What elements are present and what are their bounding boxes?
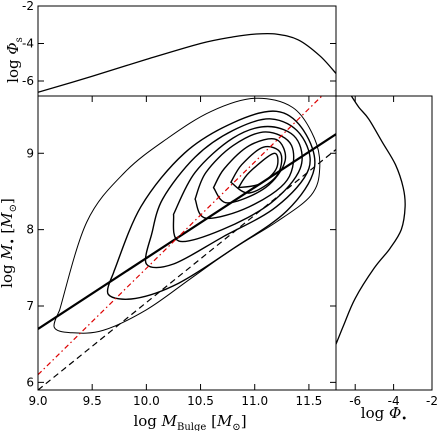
contour-level-2	[144, 118, 311, 269]
top-y-tick-label: -4	[22, 37, 34, 51]
main-x-tick-label: 11.0	[241, 394, 268, 408]
main-x-axis-label: log MBulge [M⊙]	[133, 412, 246, 431]
top-series-line-0	[38, 32, 336, 93]
main-axes-frame	[37, 95, 337, 391]
right-x-tick-label: -2	[426, 394, 437, 408]
contour-level-1	[106, 110, 316, 300]
right-x-axis-label: log Φ•	[361, 404, 407, 425]
contour-level-3	[172, 125, 303, 243]
top-y-tick-label: -2	[22, 0, 34, 13]
right-axes-frame	[335, 95, 433, 391]
top-axes-frame	[37, 5, 337, 97]
main-plot-area	[38, 96, 336, 390]
main-x-tick-label: 11.5	[296, 394, 323, 408]
contour-level-4	[194, 131, 295, 220]
main-y-tick-label: 8	[26, 223, 34, 237]
right-x-tick-label: -4	[388, 394, 400, 408]
contour-level-0	[53, 97, 321, 334]
top-y-axis-label: log Φs	[4, 37, 25, 83]
main-panel: 9.0 9.5 10.0 10.5 11.0 11.5 6 7 8 9 log MBulge […	[0, 95, 337, 431]
top-y-tick-label: -6	[22, 74, 34, 88]
main-y-tick-label: 9	[26, 146, 34, 160]
relation-line-solid-thick	[38, 133, 336, 330]
main-y-tick-label: 7	[26, 299, 34, 313]
relation-line-dashdot	[38, 96, 323, 376]
right-series-line-0	[336, 96, 406, 345]
right-x-tick-label: -6	[349, 394, 361, 408]
main-x-tick-label: 10.0	[133, 394, 160, 408]
top-plot-area	[38, 32, 336, 93]
contour-level-6	[230, 145, 283, 194]
main-y-ticks: 6 7 8 9	[26, 146, 336, 389]
main-x-ticks: 9.0 9.5 10.0 10.5 11.0 11.5	[28, 96, 322, 408]
main-x-tick-label: 10.5	[187, 394, 214, 408]
right-x-ticks: -6 -4 -2	[349, 96, 437, 408]
right-plot-area	[336, 96, 406, 345]
main-y-axis-label: log M• [M⊙]	[0, 198, 19, 288]
right-panel: -6 -4 -2 log Φ•	[335, 95, 437, 425]
main-x-tick-label: 9.0	[28, 394, 47, 408]
relation-line-dashed	[38, 149, 336, 390]
main-x-tick-label: 9.5	[83, 394, 102, 408]
top-y-ticks: -2 -4 -6	[22, 0, 336, 88]
top-panel: -2 -4 -6 log Φs	[4, 0, 337, 97]
main-y-tick-label: 6	[26, 375, 34, 389]
